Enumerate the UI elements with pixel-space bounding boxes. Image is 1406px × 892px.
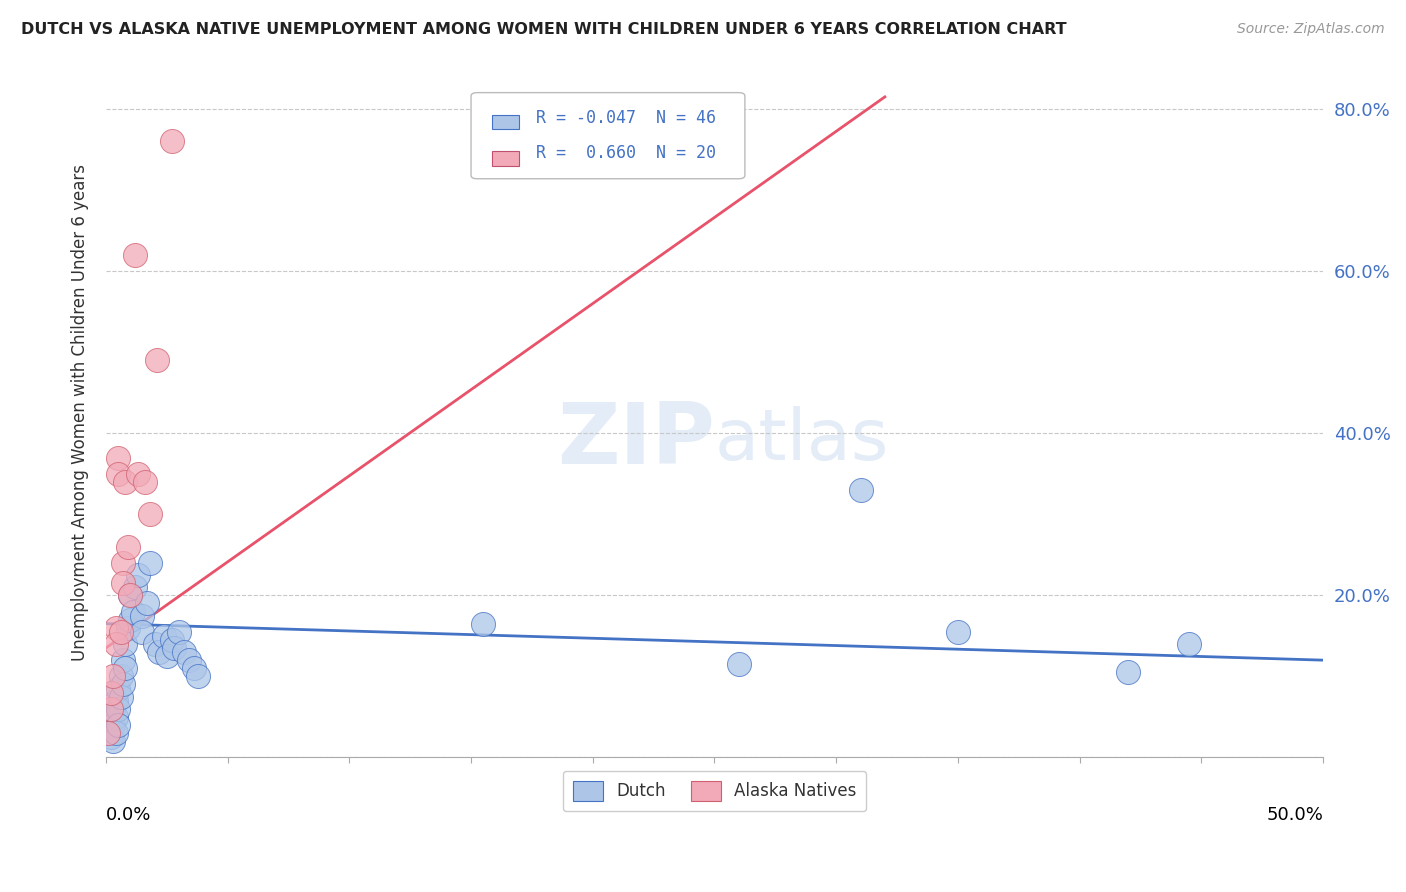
Bar (492, 115, 519, 129)
Point (1178, 637, 1201, 651)
Legend: Dutch, Alaska Natives: Dutch, Alaska Natives (562, 771, 866, 811)
Point (120, 588, 142, 602)
FancyBboxPatch shape (471, 93, 745, 178)
Text: Source: ZipAtlas.com: Source: ZipAtlas.com (1237, 22, 1385, 37)
Point (117, 540, 139, 554)
Point (127, 467, 149, 481)
Point (160, 632, 183, 647)
Point (849, 483, 872, 497)
Text: R =  0.660  N = 20: R = 0.660 N = 20 (536, 145, 716, 162)
Point (177, 653, 200, 667)
Point (121, 605, 143, 619)
Text: ZIP: ZIP (557, 399, 714, 482)
Point (114, 661, 136, 675)
Point (183, 661, 205, 675)
Point (173, 645, 195, 659)
Point (110, 690, 132, 704)
Point (120, 588, 142, 602)
Point (111, 653, 134, 667)
Point (103, 669, 125, 683)
Point (148, 645, 170, 659)
Point (138, 508, 160, 522)
Point (111, 677, 134, 691)
Point (100, 714, 122, 728)
Point (1116, 665, 1139, 680)
Point (131, 608, 153, 623)
Point (946, 624, 969, 639)
Point (107, 467, 129, 481)
Point (127, 568, 149, 582)
Point (97, 726, 120, 740)
Point (104, 726, 127, 740)
Text: DUTCH VS ALASKA NATIVE UNEMPLOYMENT AMONG WOMEN WITH CHILDREN UNDER 6 YEARS CORR: DUTCH VS ALASKA NATIVE UNEMPLOYMENT AMON… (21, 22, 1067, 37)
Point (103, 734, 125, 748)
Point (124, 248, 146, 262)
Point (156, 649, 179, 664)
Point (110, 624, 132, 639)
Text: 0.0%: 0.0% (105, 805, 152, 823)
Text: 50.0%: 50.0% (1267, 805, 1323, 823)
Point (138, 556, 160, 570)
Point (107, 718, 129, 732)
Point (97, 726, 120, 740)
Point (472, 616, 495, 631)
Point (167, 624, 190, 639)
Point (111, 556, 134, 570)
Point (136, 596, 159, 610)
Point (120, 613, 142, 627)
Point (104, 621, 127, 635)
Point (104, 694, 127, 708)
Point (97, 710, 120, 724)
Point (143, 637, 166, 651)
Point (100, 702, 122, 716)
Point (114, 475, 136, 489)
Point (111, 576, 134, 591)
Text: R = -0.047  N = 46: R = -0.047 N = 46 (536, 109, 716, 128)
Point (153, 629, 176, 643)
Point (131, 624, 153, 639)
Point (110, 669, 132, 683)
Point (134, 475, 156, 489)
Point (124, 580, 146, 594)
Point (727, 657, 749, 672)
Bar (492, 152, 519, 166)
Point (187, 669, 209, 683)
Point (104, 710, 127, 724)
Point (100, 685, 122, 699)
Point (107, 702, 129, 716)
Y-axis label: Unemployment Among Women with Children Under 6 years: Unemployment Among Women with Children U… (72, 164, 89, 662)
Point (117, 621, 139, 635)
Point (107, 450, 129, 465)
Point (160, 135, 183, 149)
Point (163, 640, 186, 655)
Point (146, 353, 169, 368)
Point (100, 730, 122, 744)
Point (107, 681, 129, 696)
Text: atlas: atlas (714, 406, 889, 475)
Point (103, 702, 125, 716)
Point (104, 637, 127, 651)
Point (114, 637, 136, 651)
Point (103, 718, 125, 732)
